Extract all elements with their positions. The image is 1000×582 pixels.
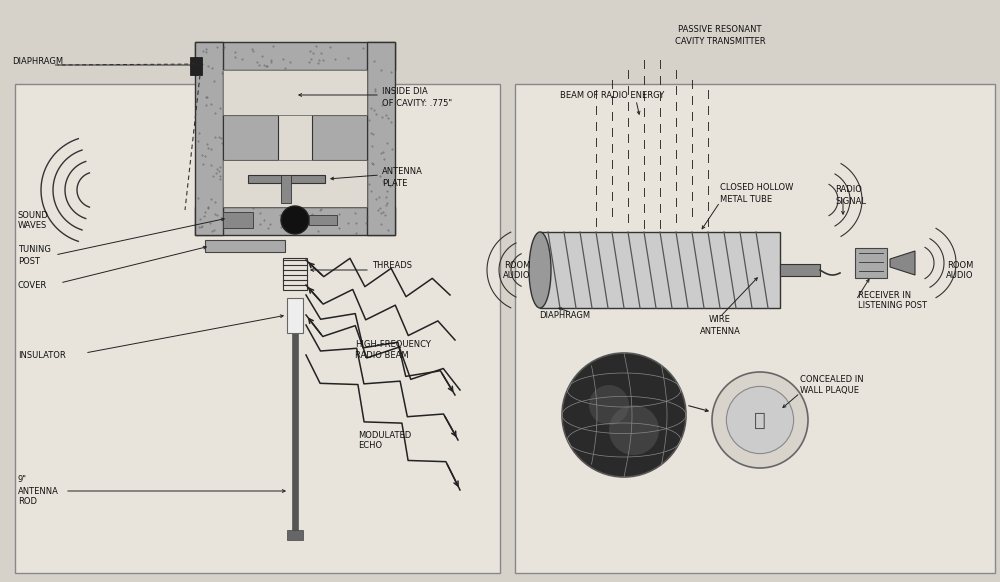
Text: RADIO BEAM: RADIO BEAM — [355, 352, 409, 360]
Bar — [223, 70, 367, 115]
Text: DIAPHRAGM: DIAPHRAGM — [539, 311, 591, 320]
Text: 🦅: 🦅 — [754, 410, 766, 430]
Text: ECHO: ECHO — [358, 442, 382, 450]
Bar — [292, 333, 298, 530]
Text: INSIDE DIA: INSIDE DIA — [382, 87, 428, 97]
Bar — [205, 240, 285, 252]
Bar — [780, 264, 820, 276]
Text: TUNING: TUNING — [18, 246, 51, 254]
Bar — [223, 115, 278, 160]
Bar — [283, 258, 307, 290]
Bar — [309, 215, 337, 225]
Text: ANTENNA: ANTENNA — [382, 168, 423, 176]
Text: CLOSED HOLLOW: CLOSED HOLLOW — [720, 183, 793, 193]
Bar — [855, 248, 887, 278]
Bar — [223, 70, 367, 207]
Text: INSULATOR: INSULATOR — [18, 350, 66, 360]
Text: HIGH-FREQUENCY: HIGH-FREQUENCY — [355, 340, 431, 350]
Circle shape — [562, 353, 686, 477]
Circle shape — [281, 206, 309, 234]
Bar — [15, 84, 500, 573]
Text: CONCEALED IN: CONCEALED IN — [800, 375, 864, 385]
Text: RECEIVER IN: RECEIVER IN — [858, 290, 911, 300]
Text: ROD: ROD — [18, 498, 37, 506]
Text: COVER: COVER — [18, 281, 47, 289]
Circle shape — [609, 405, 659, 455]
Bar — [223, 212, 253, 228]
Text: LISTENING POST: LISTENING POST — [858, 301, 927, 311]
Text: ROOM: ROOM — [504, 261, 530, 269]
Text: WAVES: WAVES — [18, 222, 47, 230]
Circle shape — [712, 372, 808, 468]
Text: SIGNAL: SIGNAL — [835, 197, 866, 205]
Bar — [287, 530, 303, 540]
Text: SOUND: SOUND — [18, 211, 49, 219]
Bar — [190, 57, 202, 75]
Text: AUDIO: AUDIO — [503, 271, 531, 281]
Bar — [287, 298, 303, 333]
Text: DIAPHRAGM: DIAPHRAGM — [12, 58, 63, 66]
Bar — [515, 84, 995, 573]
Text: CAVITY TRANSMITTER: CAVITY TRANSMITTER — [675, 37, 765, 45]
Text: PASSIVE RESONANT: PASSIVE RESONANT — [678, 26, 762, 34]
Bar — [248, 175, 325, 183]
Text: BEAM OF RADIO ENERGY: BEAM OF RADIO ENERGY — [560, 90, 664, 100]
Ellipse shape — [529, 232, 551, 308]
Text: WIRE: WIRE — [709, 315, 731, 325]
Bar — [281, 175, 291, 203]
Circle shape — [726, 386, 794, 453]
Bar — [367, 42, 395, 235]
Text: METAL TUBE: METAL TUBE — [720, 194, 772, 204]
Text: ANTENNA: ANTENNA — [700, 327, 740, 335]
Text: OF CAVITY: .775": OF CAVITY: .775" — [382, 98, 452, 108]
Bar — [195, 42, 395, 70]
Text: ANTENNA: ANTENNA — [18, 487, 59, 495]
Polygon shape — [890, 251, 915, 275]
Text: PLATE: PLATE — [382, 179, 407, 187]
Text: AUDIO: AUDIO — [946, 271, 974, 281]
Text: RADIO: RADIO — [835, 186, 862, 194]
Text: MODULATED: MODULATED — [358, 431, 411, 439]
Text: ROOM: ROOM — [947, 261, 973, 269]
Bar — [223, 160, 367, 207]
Bar — [312, 115, 367, 160]
Text: THREADS: THREADS — [372, 261, 412, 269]
Circle shape — [589, 385, 629, 425]
Text: POST: POST — [18, 257, 40, 265]
Bar — [195, 207, 395, 235]
Bar — [540, 232, 780, 308]
Text: 9": 9" — [18, 475, 27, 484]
Text: WALL PLAQUE: WALL PLAQUE — [800, 386, 859, 396]
Bar — [195, 42, 223, 235]
